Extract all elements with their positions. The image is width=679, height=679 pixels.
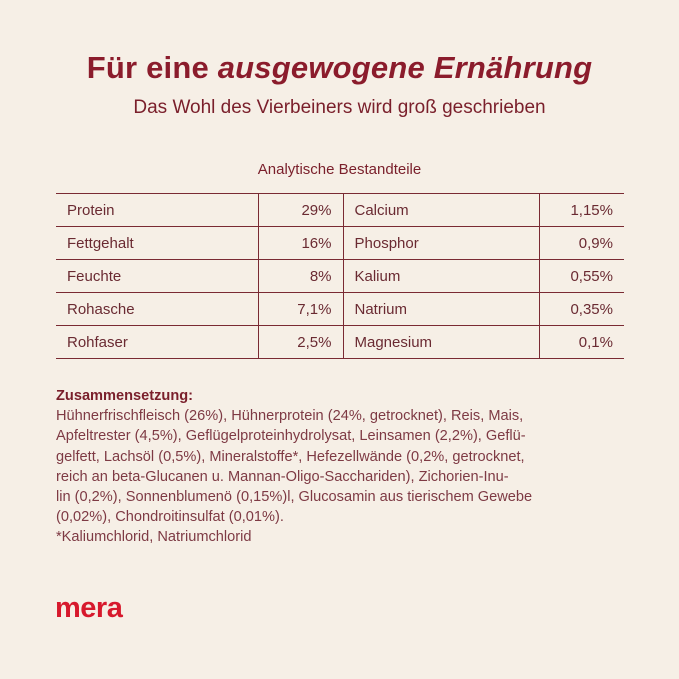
table-row: Feuchte 8% Kalium 0,55% [56, 259, 624, 293]
nutrient-value: 0,55% [538, 259, 624, 293]
nutrient-value: 2,5% [257, 325, 344, 359]
nutrient-name: Protein [56, 193, 258, 227]
nutrient-name: Kalium [343, 259, 539, 293]
title-plain: Für eine [86, 50, 209, 85]
page-subtitle: Das Wohl des Vierbeiners wird groß gesch… [133, 97, 546, 118]
nutrient-value: 1,15% [538, 193, 624, 227]
composition-line: Apfeltrester (4,5%), Geflügelproteinhydr… [56, 428, 526, 445]
page-title: Für eine ausgewogene Ernährung [0, 50, 679, 86]
nutrient-name: Feuchte [56, 259, 258, 293]
table-row: Rohfaser 2,5% Magnesium 0,1% [56, 325, 624, 359]
composition-line: lin (0,2%), Sonnenblumenö (0,15%)l, Gluc… [56, 489, 533, 506]
table-row: Rohasche 7,1% Natrium 0,35% [56, 292, 624, 326]
nutrient-name: Magnesium [343, 325, 539, 359]
nutrient-name: Rohasche [56, 292, 258, 326]
composition-line: reich an beta-Glucanen u. Mannan-Oligo-S… [56, 468, 509, 485]
composition-line: Hühnerfrischfleisch (26%), Hühnerprotein… [56, 408, 524, 425]
nutrient-name: Rohfaser [56, 325, 258, 359]
nutrient-table: Protein 29% Calcium 1,15% Fettgehalt 16%… [56, 193, 624, 359]
table-row: Fettgehalt 16% Phosphor 0,9% [56, 226, 624, 260]
table-row: Protein 29% Calcium 1,15% [56, 193, 624, 227]
composition-heading: Zusammensetzung: [56, 388, 194, 404]
nutrient-value: 0,35% [538, 292, 624, 326]
composition-footnote: *Kaliumchlorid, Natriumchlorid [56, 529, 252, 546]
nutrient-value: 29% [257, 193, 344, 227]
brand-logo: mera [55, 592, 123, 624]
title-italic: ausgewogene Ernährung [217, 50, 593, 85]
composition-line: gelfett, Lachsöl (0,5%), Mineralstoffe*,… [56, 448, 525, 465]
nutrient-name: Natrium [343, 292, 539, 326]
table-caption: Analytische Bestandteile [257, 161, 422, 178]
nutrient-value: 7,1% [257, 292, 344, 326]
composition-line: (0,02%), Chondroitinsulfat (0,01%). [56, 509, 284, 526]
nutrient-value: 16% [257, 226, 344, 260]
composition-block: Zusammensetzung: Hühnerfrischfleisch (26… [56, 386, 616, 548]
nutrient-name: Phosphor [343, 226, 539, 260]
nutrient-value: 8% [257, 259, 344, 293]
nutrient-value: 0,1% [538, 325, 624, 359]
nutrient-name: Calcium [343, 193, 539, 227]
nutrient-name: Fettgehalt [56, 226, 258, 260]
nutrient-value: 0,9% [538, 226, 624, 260]
